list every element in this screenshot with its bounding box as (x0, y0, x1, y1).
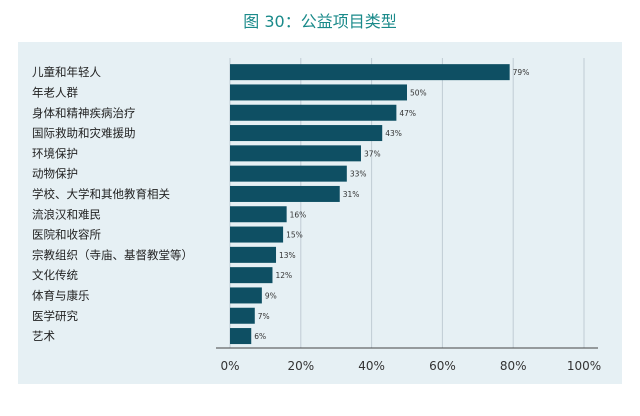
bar (230, 287, 262, 304)
value-label: 37% (364, 149, 381, 158)
category-label: 学校、大学和其他教育相关 (32, 187, 170, 201)
value-label: 12% (275, 271, 292, 280)
value-label: 50% (410, 88, 427, 97)
value-label: 9% (265, 291, 277, 300)
bar (230, 267, 273, 284)
value-label: 47% (399, 109, 416, 118)
x-tick-label: 100% (567, 359, 601, 373)
bar (230, 226, 284, 243)
value-label: 15% (286, 231, 303, 240)
category-label: 身体和精神疾病治疗 (32, 106, 136, 120)
value-label: 7% (258, 312, 270, 321)
category-label: 宗教组织（寺庙、基督教堂等） (32, 248, 193, 262)
bar (230, 328, 252, 345)
value-label: 13% (279, 251, 296, 260)
category-label: 国际救助和灾难援助 (32, 126, 136, 140)
category-label: 环境保护 (32, 146, 78, 160)
x-tick-label: 0% (220, 359, 239, 373)
category-label: 动物保护 (32, 167, 78, 181)
category-label: 医院和收容所 (32, 228, 101, 242)
category-label: 儿童和年轻人 (32, 65, 101, 79)
bar-chart: 0% 20% 40% 60% 80% 100% 儿童和年轻人 79% 年老人群 50% 身体和精神疾… (32, 58, 601, 373)
bar (230, 125, 383, 142)
chart-panel: 0% 20% 40% 60% 80% 100% 儿童和年轻人 79% 年老人群 50% 身体和精神疾… (18, 42, 622, 384)
value-label: 6% (254, 332, 266, 341)
category-label: 医学研究 (32, 309, 78, 323)
bar (230, 145, 361, 162)
category-label: 年老人群 (32, 85, 78, 99)
bar (230, 165, 347, 182)
category-label: 流浪汉和难民 (32, 207, 101, 221)
x-tick-label: 20% (287, 359, 314, 373)
value-label: 43% (385, 129, 402, 138)
x-tick-label: 60% (429, 359, 456, 373)
chart-title: 图 30：公益项目类型 (243, 12, 397, 31)
bar (230, 64, 510, 81)
bar (230, 246, 277, 263)
value-label: 16% (290, 210, 307, 219)
category-label: 体育与康乐 (32, 288, 90, 302)
value-label: 31% (343, 190, 360, 199)
category-label: 文化传统 (32, 268, 78, 282)
value-label: 33% (350, 170, 367, 179)
bar (230, 185, 340, 202)
x-tick-label: 80% (500, 359, 527, 373)
x-tick-label: 40% (358, 359, 385, 373)
bar (230, 307, 255, 324)
value-label: 79% (513, 68, 530, 77)
category-label: 艺术 (32, 329, 55, 343)
bar (230, 206, 287, 223)
bar (230, 104, 397, 121)
bar (230, 84, 407, 101)
